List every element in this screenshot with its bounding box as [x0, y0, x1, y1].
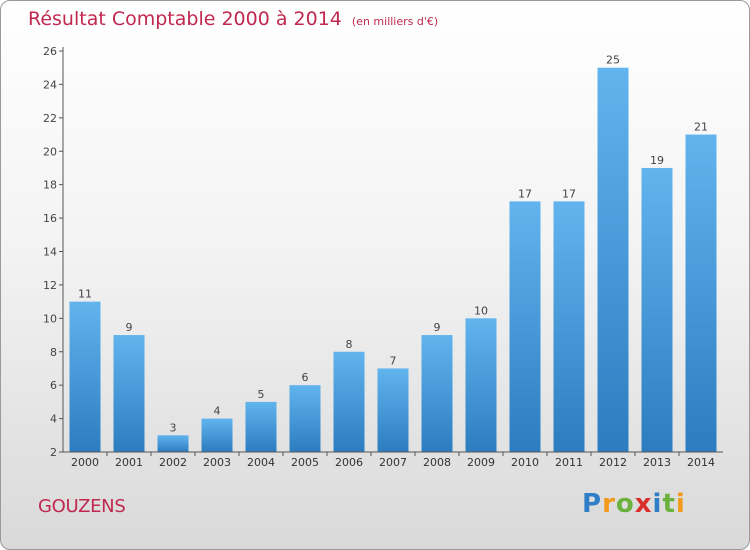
bar-value-label: 7: [390, 354, 397, 367]
y-tick-label: 14: [43, 246, 57, 259]
y-tick-label: 26: [43, 45, 57, 58]
y-tick-label: 22: [43, 112, 57, 125]
bar: [597, 67, 629, 452]
logo-letter: i: [652, 489, 663, 519]
logo-letter: o: [615, 489, 635, 519]
y-tick-label: 20: [43, 145, 57, 158]
y-tick-label: 24: [43, 78, 57, 91]
bar: [509, 201, 541, 452]
x-tick-label: 2007: [379, 456, 407, 469]
x-tick-label: 2004: [247, 456, 275, 469]
bar-value-label: 6: [302, 371, 309, 384]
x-tick-label: 2014: [687, 456, 715, 469]
bar-value-label: 3: [170, 421, 177, 434]
bar: [333, 351, 365, 452]
bar: [157, 435, 189, 452]
bar-value-label: 5: [258, 388, 265, 401]
bar: [553, 201, 585, 452]
bar-value-label: 4: [214, 405, 221, 418]
y-tick-label: 2: [50, 446, 57, 459]
y-tick-label: 18: [43, 179, 57, 192]
x-tick-label: 2011: [555, 456, 583, 469]
bar-value-label: 17: [518, 187, 532, 200]
bar: [641, 167, 673, 453]
chart-title: Résultat Comptable 2000 à 2014 (en millie…: [28, 8, 438, 30]
bar-value-label: 9: [126, 321, 133, 334]
bar: [245, 401, 277, 452]
x-tick-label: 2008: [423, 456, 451, 469]
bars-group: 11 9 3 4 5 6 8 7 9 10 17 17 25 19 21: [69, 54, 717, 453]
bar-value-label: 11: [78, 288, 92, 301]
town-name: GOUZENS: [38, 496, 126, 517]
logo-letter: t: [662, 489, 676, 519]
logo-letter: i: [675, 489, 686, 519]
y-tick-label: 4: [50, 413, 57, 426]
x-tick-label: 2010: [511, 456, 539, 469]
y-tick-label: 16: [43, 212, 57, 225]
x-tick-label: 2009: [467, 456, 495, 469]
bar-value-label: 9: [434, 321, 441, 334]
bar: [201, 418, 233, 452]
logo-letter: r: [602, 489, 616, 519]
bar: [69, 301, 101, 452]
x-tick-label: 2013: [643, 456, 671, 469]
y-tick-label: 10: [43, 312, 57, 325]
proxiti-logo: Proxiti: [582, 489, 686, 519]
x-tick-label: 2003: [203, 456, 231, 469]
logo-letter: P: [582, 489, 603, 519]
y-tick-label: 6: [50, 379, 57, 392]
chart-unit-label: (en milliers d'€): [351, 15, 439, 28]
bar-value-label: 8: [346, 338, 353, 351]
bar: [685, 134, 717, 452]
chart-title-text: Résultat Comptable 2000 à 2014: [28, 8, 342, 30]
x-tick-label: 2005: [291, 456, 319, 469]
y-tick-label: 12: [43, 279, 57, 292]
logo-letter: x: [634, 489, 653, 519]
bar: [377, 368, 409, 452]
x-tick-label: 2001: [115, 456, 143, 469]
bar-value-label: 19: [650, 154, 664, 167]
bar: [465, 318, 497, 452]
bar-value-label: 10: [474, 304, 488, 317]
bar-value-label: 17: [562, 187, 576, 200]
x-axis: 2000 2001 2002 2003 2004 2005 2006 2007 2008 2009…: [63, 451, 723, 469]
bar: [289, 385, 321, 452]
y-tick-label: 8: [50, 346, 57, 359]
bar-value-label: 25: [606, 54, 620, 67]
bar: [421, 335, 453, 452]
bar: [113, 335, 145, 452]
x-tick-label: 2002: [159, 456, 187, 469]
x-tick-label: 2006: [335, 456, 363, 469]
x-tick-label: 2012: [599, 456, 627, 469]
bar-value-label: 21: [694, 121, 708, 134]
x-tick-label: 2000: [71, 456, 99, 469]
